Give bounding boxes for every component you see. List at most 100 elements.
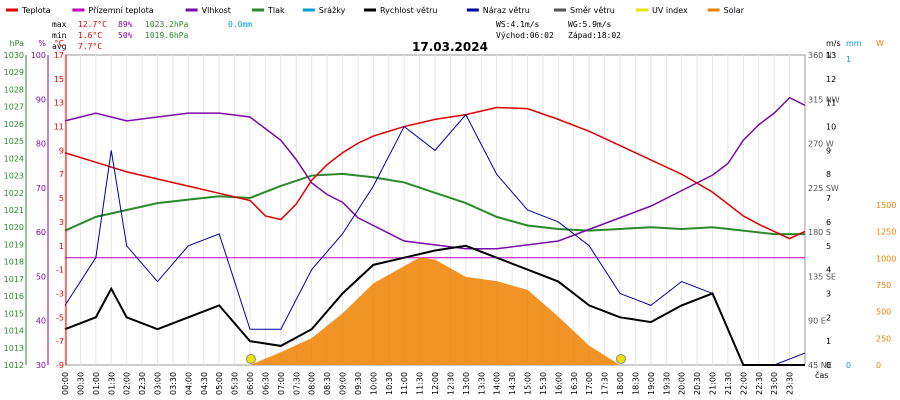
wm2-tick: 1000	[876, 254, 896, 263]
x-tick-label: 09:30	[354, 372, 363, 395]
x-tick-label: 08:00	[308, 372, 317, 395]
degC-tick: 11	[54, 123, 64, 132]
hpa-tick: 1013	[4, 344, 24, 353]
ms-tick: 12	[826, 75, 836, 84]
pct-tick: 30	[36, 361, 46, 370]
humidity-line	[64, 96, 806, 250]
ms-tick: 1	[826, 337, 831, 346]
x-tick-label: 16:00	[554, 372, 563, 395]
mm-tick: 0	[846, 361, 851, 370]
legend-label: Srážky	[319, 6, 346, 15]
legend-label: UV index	[652, 6, 688, 15]
x-tick-label: 07:00	[277, 372, 286, 395]
ms-tick: 10	[826, 123, 836, 132]
ms-tick: 0	[826, 361, 831, 370]
pct-tick: 100	[31, 51, 46, 60]
x-tick-label: 12:30	[446, 372, 455, 395]
x-tick-label: 17:00	[585, 372, 594, 395]
mm-axis-label: mm	[846, 39, 862, 48]
wm2-tick: 250	[876, 334, 891, 343]
stat-min-temp: 1.6°C	[78, 31, 102, 40]
legend-label: Náraz větru	[483, 6, 530, 15]
x-tick-label: 00:30	[76, 372, 85, 395]
x-tick-label: 08:30	[323, 372, 332, 395]
legend-label: Přízemní teplota	[88, 6, 153, 15]
ms-tick: 13	[826, 51, 836, 60]
degC-tick: -3	[56, 289, 64, 298]
hpa-tick: 1024	[4, 154, 24, 163]
x-tick-label: 18:00	[616, 372, 625, 395]
pct-tick: 90	[36, 95, 46, 104]
x-tick-label: 05:30	[231, 372, 240, 395]
hpa-tick: 1025	[4, 137, 24, 146]
ms-tick: 3	[826, 289, 831, 298]
degC-tick: 3	[59, 218, 64, 227]
wm2-tick: 1500	[876, 201, 896, 210]
hpa-tick: 1022	[4, 189, 24, 198]
hpa-tick: 1023	[4, 172, 24, 181]
hpa-tick: 1017	[4, 275, 24, 284]
wind-speed-line	[64, 244, 805, 366]
ms-tick: 4	[826, 266, 831, 275]
stat-max-press: 1023.2hPa	[145, 20, 189, 29]
x-tick-label: 12:00	[431, 372, 440, 395]
x-unit-label: čas	[815, 370, 828, 380]
x-tick-label: 14:00	[493, 372, 502, 395]
legend-label: Teplota	[21, 6, 51, 15]
x-tick-label: 07:30	[292, 372, 301, 395]
x-tick-label: 23:30	[786, 372, 795, 395]
ms-axis-label: m/s	[826, 39, 841, 48]
x-tick-label: 22:00	[739, 372, 748, 395]
x-tick-label: 11:30	[416, 372, 425, 395]
x-tick-label: 13:30	[477, 372, 486, 395]
dir-tick: 90 E	[808, 317, 826, 326]
legend-label: Rychlost větru	[380, 6, 437, 15]
dir-tick: 360 N	[808, 51, 832, 60]
x-tick-label: 19:30	[662, 372, 671, 395]
pct-tick: 40	[36, 317, 46, 326]
legend-label: Solar	[724, 6, 745, 15]
hpa-tick: 1020	[4, 223, 24, 232]
x-tick-label: 04:30	[200, 372, 209, 395]
stat-max-rain: 0.0mm	[228, 20, 252, 29]
x-tick-label: 21:30	[724, 372, 733, 395]
degC-tick: 15	[54, 75, 64, 84]
stat-min-hum: 50%	[118, 31, 133, 40]
x-tick-label: 22:30	[755, 372, 764, 395]
degC-tick: 9	[59, 146, 64, 155]
stat-sunset: Západ:18:02	[568, 31, 621, 40]
dir-tick: 135 SE	[808, 272, 836, 281]
pct-tick: 50	[36, 272, 46, 281]
hpa-tick: 1021	[4, 206, 24, 215]
x-tick-label: 05:00	[215, 372, 224, 395]
pct-axis-label: %	[38, 39, 46, 48]
chart-title: 17.03.2024	[412, 40, 488, 54]
degC-tick: 7	[59, 170, 64, 179]
stat-max-label: max	[52, 20, 67, 29]
x-tick-label: 17:30	[601, 372, 610, 395]
mm-tick: 1	[846, 55, 851, 64]
sunset-marker	[615, 354, 626, 364]
hpa-tick: 1014	[4, 327, 24, 336]
dir-tick: 270 W	[808, 140, 834, 149]
stat-max-temp: 12.7°C	[78, 20, 107, 29]
x-tick-label: 03:30	[169, 372, 178, 395]
dir-tick: 315 NW	[808, 95, 840, 104]
hpa-tick: 1012	[4, 361, 24, 370]
hpa-tick: 1029	[4, 68, 24, 77]
dir-tick: 180 S	[808, 228, 831, 237]
wm2-tick: 750	[876, 281, 891, 290]
ms-tick: 11	[826, 99, 836, 108]
x-tick-label: 16:30	[570, 372, 579, 395]
ms-tick: 7	[826, 194, 831, 203]
degC-tick: 1	[59, 242, 64, 251]
ms-tick: 9	[826, 146, 831, 155]
stat-avg-label: avg	[52, 42, 67, 51]
x-tick-label: 14:30	[508, 372, 517, 395]
x-tick-label: 10:30	[385, 372, 394, 395]
x-tick-label: 02:30	[138, 372, 147, 395]
legend-label: Vlhkost	[202, 6, 231, 15]
pct-tick: 70	[36, 184, 46, 193]
ms-tick: 6	[826, 218, 831, 227]
